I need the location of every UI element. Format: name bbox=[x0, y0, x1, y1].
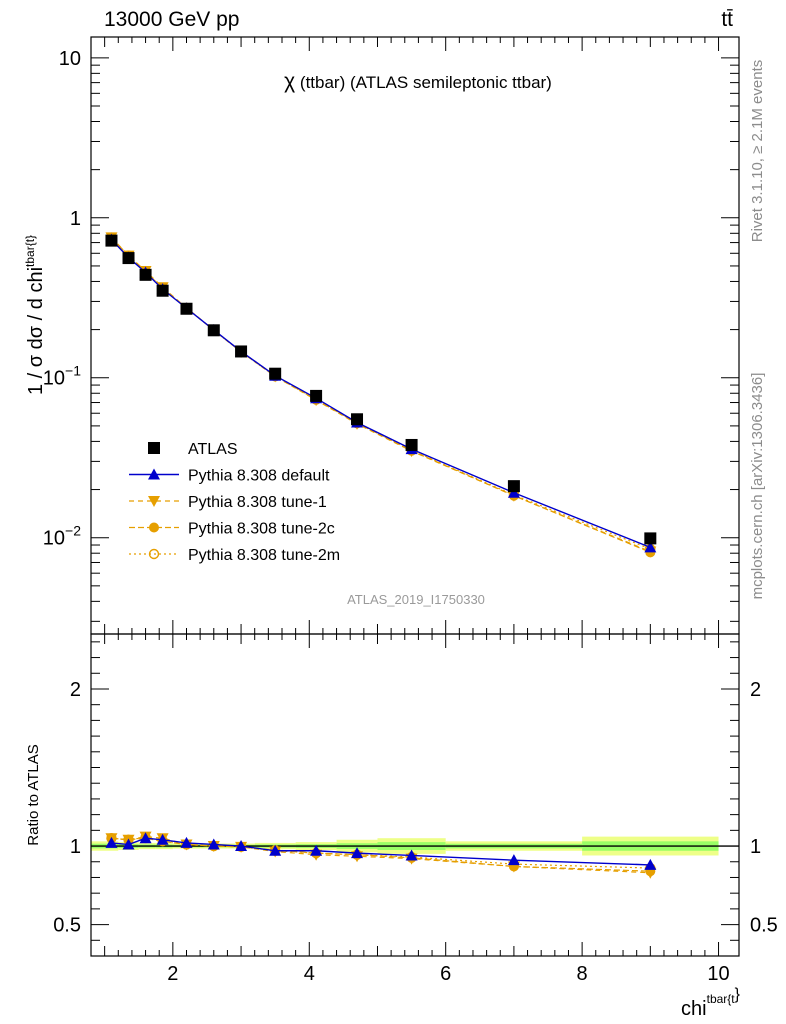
ratio-data-point bbox=[351, 847, 364, 859]
y-tick-label: 10−2 bbox=[43, 523, 81, 550]
main-data-point bbox=[269, 367, 282, 380]
main-data-point bbox=[644, 532, 657, 545]
x-tick-label: 6 bbox=[440, 963, 451, 985]
x-axis-label: chitbar{t} bbox=[681, 986, 741, 1020]
rivet-label: Rivet 3.1.10, ≥ 2.1M events bbox=[749, 60, 766, 243]
legend-label: ATLAS bbox=[188, 441, 238, 458]
ratio-data-point bbox=[105, 836, 118, 848]
ratio-data-point bbox=[207, 838, 220, 850]
legend-marker bbox=[148, 496, 160, 507]
chart-title: χ (ttbar) (ATLAS semileptonic ttbar) bbox=[284, 70, 552, 93]
analysis-watermark: ATLAS_2019_I1750330 bbox=[347, 592, 485, 607]
y-tick-label: 1 bbox=[70, 208, 81, 230]
ratio-data-point bbox=[644, 858, 657, 870]
ratio-plot-frame bbox=[90, 633, 740, 957]
ratio-series-triangle-up bbox=[105, 832, 657, 870]
main-data-point bbox=[405, 438, 418, 451]
ratio-y-tick-label-right: 1 bbox=[750, 836, 761, 858]
legend-marker bbox=[148, 468, 160, 480]
legend-marker bbox=[148, 442, 160, 454]
main-series-data bbox=[105, 234, 657, 545]
main-data-point bbox=[139, 268, 152, 281]
legend-label: Pythia 8.308 tune-2c bbox=[188, 521, 335, 538]
ratio-data-point bbox=[310, 844, 323, 856]
main-data-point bbox=[235, 345, 248, 358]
legend-entry: ATLAS bbox=[148, 441, 238, 458]
y-tick-label: 10−1 bbox=[43, 363, 81, 390]
ratio-data-point bbox=[644, 867, 657, 879]
y-tick-label: 10 bbox=[59, 48, 81, 70]
ratio-y-tick-label: 1 bbox=[70, 836, 81, 858]
ratio-data-point bbox=[235, 840, 248, 852]
main-data-point bbox=[507, 480, 520, 493]
ratio-data-point bbox=[507, 854, 520, 866]
energy-label: 13000 GeV pp bbox=[104, 8, 239, 31]
ratio-data-point bbox=[180, 836, 193, 848]
ratio-data-point bbox=[405, 849, 418, 861]
ratio-data-point bbox=[139, 832, 152, 844]
legend-entry: Pythia 8.308 tune-1 bbox=[129, 494, 327, 511]
main-data-point bbox=[644, 541, 657, 553]
legend-marker bbox=[148, 548, 160, 560]
mcplots-label: mcplots.cern.ch [arXiv:1306.3436] bbox=[749, 373, 766, 600]
x-tick-label: 10 bbox=[707, 963, 729, 985]
main-data-point bbox=[122, 252, 135, 265]
x-tick-label: 8 bbox=[577, 963, 588, 985]
ratio-y-tick-label-right: 2 bbox=[750, 679, 761, 701]
ratio-y-axis-label: Ratio to ATLAS bbox=[25, 744, 42, 845]
main-data-point bbox=[156, 284, 169, 297]
ratio-data-point bbox=[269, 844, 282, 856]
legend-entry: Pythia 8.308 default bbox=[129, 468, 330, 485]
process-label: tt̄ bbox=[721, 8, 733, 31]
legend-entry: Pythia 8.308 tune-2m bbox=[129, 547, 340, 564]
main-data-point bbox=[310, 389, 323, 402]
main-data-point bbox=[351, 413, 364, 426]
main-data-point bbox=[105, 234, 118, 247]
legend: ATLAS Pythia 8.308 default Pythia 8.308 tu… bbox=[129, 441, 340, 564]
ratio-data-point bbox=[156, 833, 169, 845]
x-tick-label: 4 bbox=[304, 963, 315, 985]
axes-ticks: 2 4 6 8 10 10 1 10−1 10−2 0.5 0.5 1 1 2 2 bbox=[43, 37, 778, 985]
ratio-y-tick-label-right: 0.5 bbox=[750, 915, 778, 937]
legend-marker bbox=[149, 522, 159, 533]
main-data-point bbox=[507, 486, 520, 498]
legend-label: Pythia 8.308 tune-2m bbox=[188, 547, 340, 564]
legend-label: Pythia 8.308 default bbox=[188, 468, 330, 485]
main-data-point bbox=[180, 302, 193, 315]
ratio-y-tick-label: 2 bbox=[70, 679, 81, 701]
legend-label: Pythia 8.308 tune-1 bbox=[188, 494, 327, 511]
legend-entry: Pythia 8.308 tune-2c bbox=[129, 521, 335, 538]
series-layer bbox=[105, 232, 657, 879]
x-tick-label: 2 bbox=[167, 963, 178, 985]
main-data-point bbox=[207, 324, 220, 337]
ratio-y-tick-label: 0.5 bbox=[53, 915, 81, 937]
ratio-data-point bbox=[122, 838, 135, 850]
